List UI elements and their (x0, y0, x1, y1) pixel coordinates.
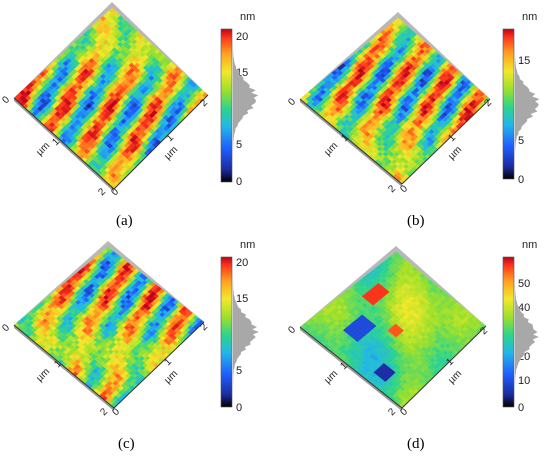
surface-wall-left (14, 98, 114, 192)
colorbar-tick-b-3: 0 (518, 174, 524, 186)
panel-a: 0 1 µm 2 0 1 µm 2 nm 20 15 10 5 0 (a) (0, 2, 259, 229)
colorbar-unit-c: nm (240, 239, 255, 251)
surface-b (299, 12, 491, 187)
colorbar-a: nm 20 15 10 5 0 (220, 11, 259, 188)
colorbar-tick-b-2: 5 (518, 135, 524, 147)
panel-c: 0 1 µm 2 0 1 µm 2 nm 20 15 10 5 0 (c) (0, 239, 259, 452)
tick-mid-right-a: 1 (164, 132, 176, 144)
colorbar-b: nm 15 10 5 0 (502, 11, 540, 186)
colorbar-d: nm 50 40 30 20 10 0 (502, 239, 539, 414)
colorbar-gradient-b (502, 28, 515, 180)
unit-left-d: µm (322, 368, 340, 386)
colorbar-unit-b: nm (522, 11, 537, 23)
surface-c (13, 241, 205, 411)
unit-left-b: µm (322, 140, 340, 158)
height-histogram-a (233, 29, 259, 182)
tick-zero-bottom-d: 0 (398, 406, 410, 418)
colorbar-unit-a: nm (240, 11, 255, 23)
height-histogram-c (233, 257, 259, 407)
tick-left-corner-b: 0 (286, 96, 298, 108)
axis-right-a (113, 94, 209, 190)
panel-caption-a: (a) (116, 213, 133, 229)
axis-left-a (13, 97, 115, 190)
colorbar-tick-d-5: 0 (518, 402, 524, 414)
panel-caption-d: (d) (407, 436, 425, 452)
unit-right-a: µm (162, 144, 180, 162)
unit-right-d: µm (446, 368, 464, 386)
colorbar-unit-d: nm (522, 239, 537, 251)
colorbar-gradient-a (220, 28, 233, 183)
tick-left-corner-c: 0 (0, 322, 12, 334)
tick-bottom-corner-b: 2 (386, 183, 398, 195)
tick-bottom-corner-a: 2 (96, 186, 108, 198)
unit-left-c: µm (34, 366, 52, 384)
surface-wall-left (300, 99, 402, 187)
colorbar-tick-a-3: 5 (236, 139, 242, 151)
surface-d (299, 246, 487, 411)
unit-right-c: µm (162, 368, 180, 386)
colorbar-c: nm 20 15 10 5 0 (220, 239, 259, 414)
tick-left-corner-a: 0 (0, 94, 12, 106)
tick-zero-bottom-c: 0 (110, 406, 122, 418)
colorbar-tick-b-0: 15 (518, 55, 530, 67)
colorbar-gradient-d (502, 256, 515, 408)
panel-b: 0 1 µm 2 0 1 µm 2 nm 15 10 5 0 (b) (286, 11, 540, 229)
colorbar-tick-c-0: 20 (236, 257, 248, 269)
tick-right-corner-c: 2 (198, 321, 210, 333)
tick-left-corner-d: 0 (286, 324, 298, 336)
panel-caption-b: (b) (407, 213, 425, 229)
colorbar-tick-d-0: 50 (518, 278, 530, 290)
unit-right-b: µm (446, 144, 464, 162)
colorbar-tick-c-3: 5 (236, 365, 242, 377)
tick-zero-bottom-b: 0 (398, 183, 410, 195)
colorbar-gradient-c (220, 256, 233, 408)
colorbar-tick-a-0: 20 (236, 31, 248, 43)
colorbar-tick-d-4: 10 (518, 375, 530, 387)
colorbar-tick-c-4: 0 (236, 402, 242, 414)
tick-bottom-corner-d: 2 (386, 406, 398, 418)
height-histogram-b (515, 29, 540, 179)
panel-d: 0 1 µm 2 0 1 µm 2 nm 50 40 30 20 10 0 (d… (286, 239, 539, 452)
panel-caption-c: (c) (118, 436, 135, 452)
surface-a (13, 2, 209, 192)
colorbar-tick-c-1: 15 (236, 293, 248, 305)
unit-left-a: µm (34, 140, 52, 158)
tick-mid-right-c: 1 (162, 356, 174, 368)
colorbar-tick-a-4: 0 (236, 176, 242, 188)
tick-bottom-corner-c: 2 (98, 406, 110, 418)
